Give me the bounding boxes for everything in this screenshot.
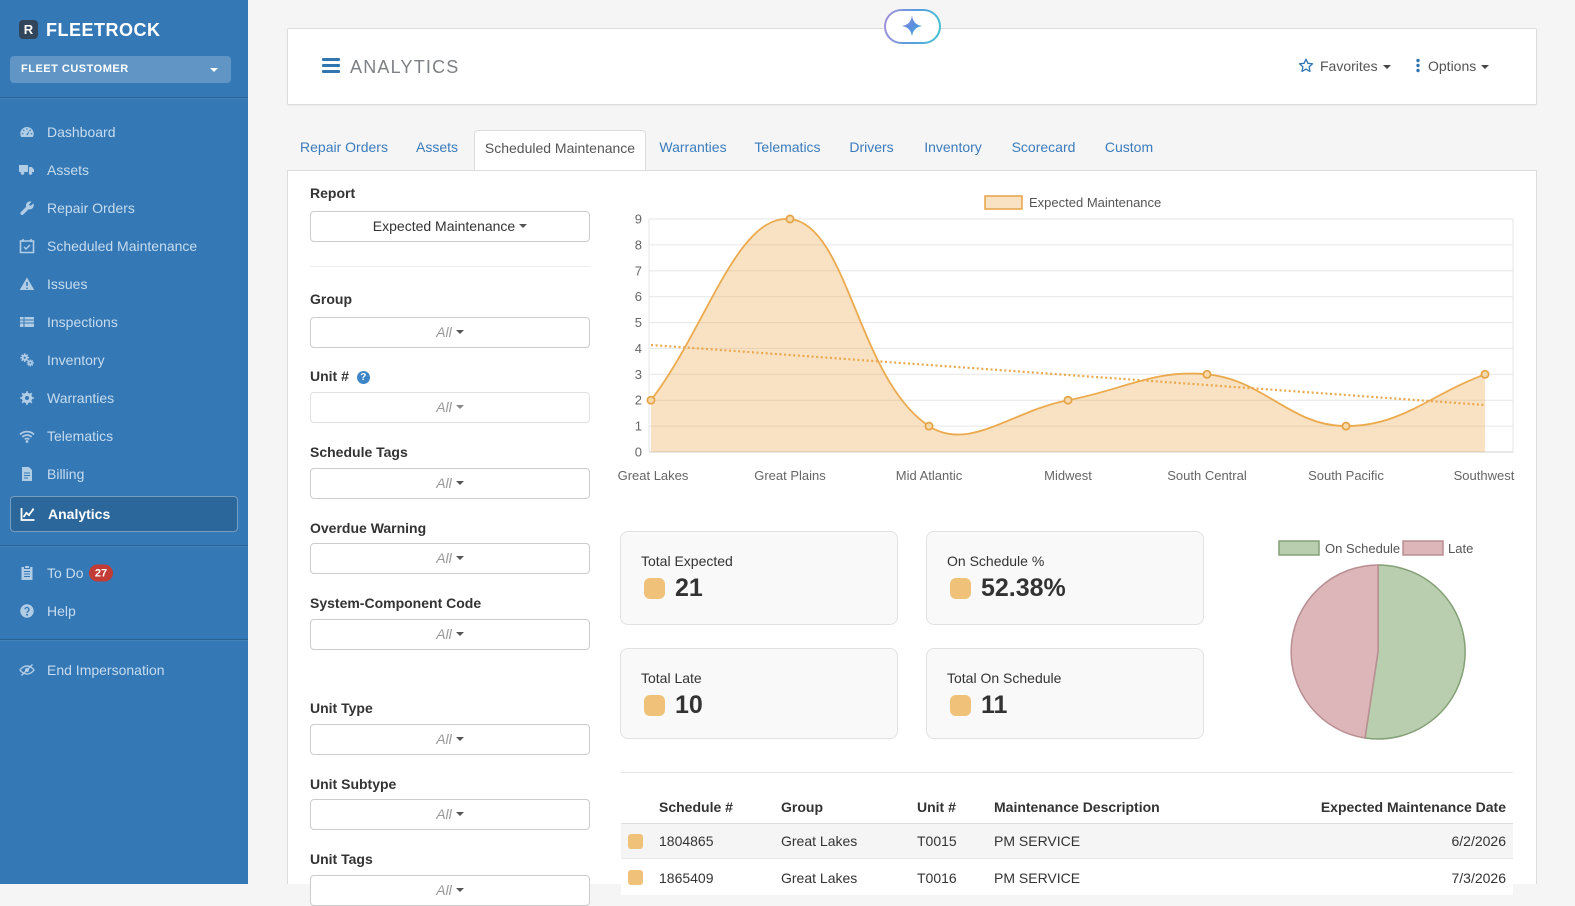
svg-text:Expected Maintenance: Expected Maintenance <box>1029 195 1161 210</box>
svg-text:Southwest: Southwest <box>1454 468 1515 483</box>
svg-text:3: 3 <box>635 367 642 382</box>
svg-text:Late: Late <box>1448 541 1473 556</box>
svg-text:9: 9 <box>635 212 642 227</box>
svg-text:6: 6 <box>635 289 642 304</box>
svg-text:Mid Atlantic: Mid Atlantic <box>896 468 963 483</box>
svg-text:On Schedule: On Schedule <box>1325 541 1400 556</box>
svg-text:Great Plains: Great Plains <box>754 468 826 483</box>
svg-text:South Pacific: South Pacific <box>1308 468 1384 483</box>
svg-text:5: 5 <box>635 315 642 330</box>
svg-text:Midwest: Midwest <box>1044 468 1092 483</box>
svg-text:South Central: South Central <box>1167 468 1247 483</box>
svg-text:2: 2 <box>635 393 642 408</box>
svg-text:0: 0 <box>635 445 642 460</box>
svg-text:1: 1 <box>635 419 642 434</box>
svg-text:7: 7 <box>635 263 642 278</box>
svg-text:Great Lakes: Great Lakes <box>618 468 689 483</box>
svg-text:4: 4 <box>635 341 642 356</box>
svg-text:8: 8 <box>635 237 642 252</box>
